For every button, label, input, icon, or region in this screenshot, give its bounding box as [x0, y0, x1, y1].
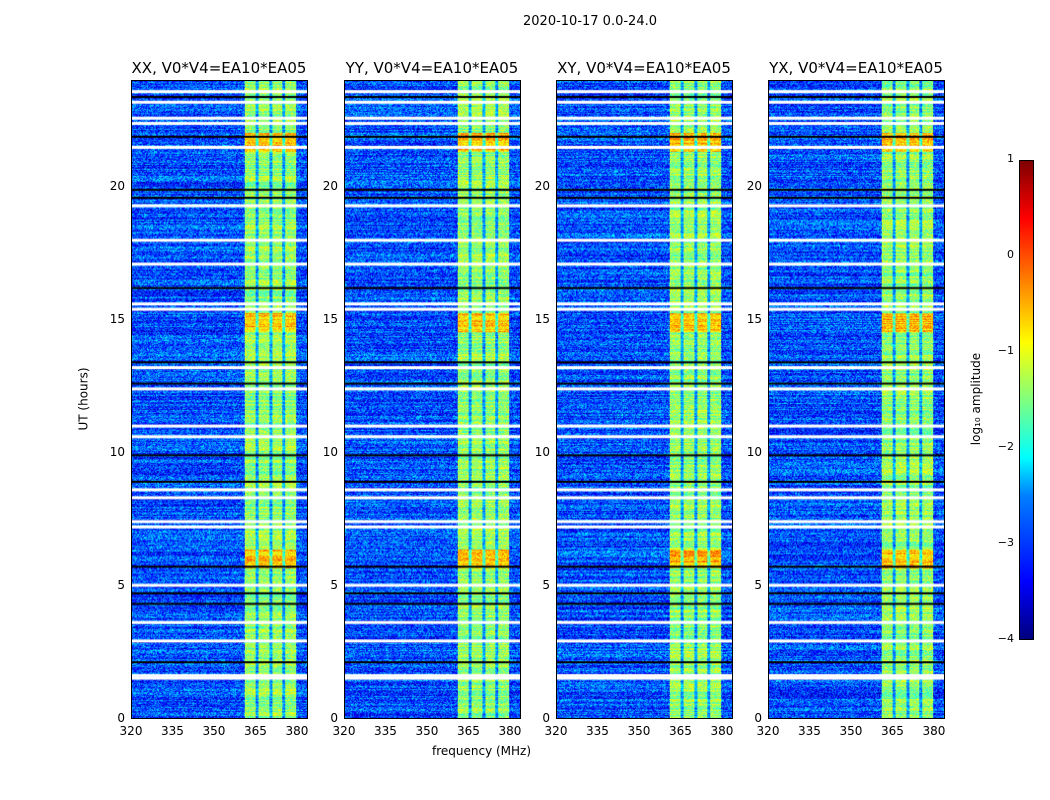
colorbar-tick-label: −4	[997, 632, 1014, 645]
spectrogram-panel	[131, 80, 308, 719]
y-tick-label: 15	[322, 311, 338, 326]
y-tick-label: 0	[754, 711, 762, 725]
y-tick-label: 10	[109, 444, 125, 459]
x-tick-label: 380	[285, 724, 309, 738]
x-tick-label: 320	[332, 724, 356, 738]
x-tick-label: 320	[119, 724, 143, 738]
colorbar-tick-label: −2	[997, 440, 1014, 453]
y-tick-label: 10	[322, 444, 338, 459]
y-tick-label: 15	[746, 311, 762, 326]
x-tick-label: 350	[627, 724, 651, 738]
y-tick-label: 5	[117, 577, 125, 592]
x-tick-label: 365	[244, 724, 267, 738]
panel-title: YY, V0*V4=EA10*EA05	[345, 59, 519, 77]
y-tick-label: 20	[322, 178, 338, 193]
x-tick-label: 365	[881, 724, 904, 738]
x-tick-label: 350	[839, 724, 863, 738]
x-tick-label: 320	[756, 724, 780, 738]
spectrogram-heatmap	[345, 81, 520, 718]
y-tick-label: 5	[754, 577, 762, 592]
y-tick-label: 15	[534, 311, 550, 326]
y-tick-label: 20	[534, 178, 550, 193]
y-axis-label: UT (hours)	[76, 367, 91, 431]
panel-title: XY, V0*V4=EA10*EA05	[557, 59, 731, 77]
y-tick-label: 20	[746, 178, 762, 193]
x-tick-label: 335	[798, 724, 821, 738]
x-axis-label: frequency (MHz)	[432, 744, 532, 758]
colorbar-tick-label: −1	[997, 344, 1014, 357]
x-tick-label: 350	[202, 724, 226, 738]
y-tick-label: 10	[534, 444, 550, 459]
x-tick-label: 335	[161, 724, 184, 738]
y-tick-label: 20	[109, 178, 125, 193]
spectrogram-heatmap	[769, 81, 944, 718]
y-tick-label: 10	[746, 444, 762, 459]
y-tick-label: 0	[117, 711, 125, 725]
y-tick-label: 5	[330, 577, 338, 592]
figure-title: 2020-10-17 0.0-24.0	[523, 14, 657, 29]
spectrogram-panel	[768, 80, 945, 719]
x-tick-label: 380	[922, 724, 946, 738]
spectrogram-heatmap	[557, 81, 732, 718]
colorbar	[1019, 160, 1034, 640]
y-tick-label: 15	[109, 311, 125, 326]
x-tick-label: 365	[457, 724, 480, 738]
panel-title: XX, V0*V4=EA10*EA05	[131, 59, 307, 77]
colorbar-label: log₁₀ amplitude	[969, 352, 984, 446]
x-tick-label: 365	[669, 724, 692, 738]
y-tick-label: 5	[542, 577, 550, 592]
x-tick-label: 335	[586, 724, 609, 738]
x-tick-label: 335	[374, 724, 397, 738]
spectrogram-panel	[556, 80, 733, 719]
x-tick-label: 350	[415, 724, 439, 738]
x-tick-label: 380	[710, 724, 734, 738]
y-tick-label: 0	[330, 711, 338, 725]
colorbar-tick-label: −3	[997, 536, 1014, 549]
panel-title: YX, V0*V4=EA10*EA05	[769, 59, 943, 77]
x-tick-label: 320	[544, 724, 568, 738]
spectrogram-panel	[344, 80, 521, 719]
colorbar-tick-label: 1	[1007, 152, 1014, 165]
colorbar-tick-label: 0	[1007, 248, 1014, 261]
x-tick-label: 380	[498, 724, 522, 738]
y-tick-label: 0	[542, 711, 550, 725]
spectrogram-heatmap	[132, 81, 307, 718]
